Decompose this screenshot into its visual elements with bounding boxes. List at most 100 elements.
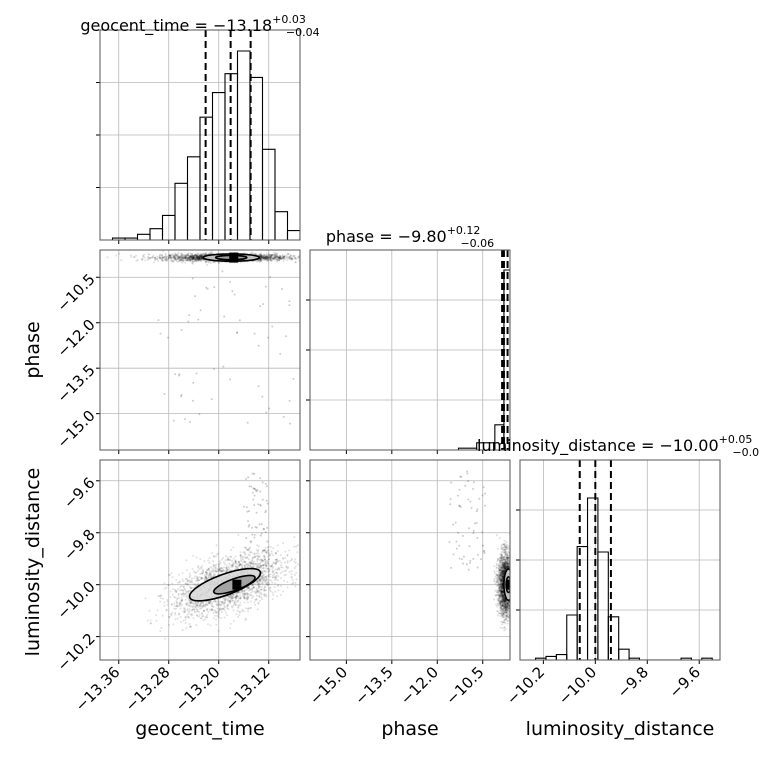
scatter-1-point xyxy=(181,601,183,603)
scatter-0-point xyxy=(120,259,122,261)
scatter-1-point xyxy=(252,564,254,566)
scatter-1-outlier xyxy=(263,528,265,530)
scatter-0-outlier xyxy=(285,335,287,337)
scatter-0-outlier xyxy=(189,421,191,423)
scatter-1-point xyxy=(275,575,277,577)
scatter-1-point xyxy=(290,573,292,575)
scatter-1-point xyxy=(277,579,279,581)
scatter-1-point xyxy=(261,582,263,584)
scatter-1-outlier xyxy=(256,555,258,557)
scatter-0-point xyxy=(210,262,212,264)
scatter-1-point xyxy=(212,568,214,570)
scatter-0-point xyxy=(185,257,187,259)
scatter-1-point xyxy=(208,562,210,564)
scatter-0-outlier xyxy=(221,270,223,272)
scatter-1-point xyxy=(182,572,184,574)
scatter-1-point xyxy=(164,638,166,640)
scatter-1-point xyxy=(238,611,240,613)
scatter-1-outlier xyxy=(252,473,254,475)
scatter-1-outlier xyxy=(256,527,258,529)
scatter-1-outlier xyxy=(247,520,249,522)
scatter-1-point xyxy=(181,597,183,599)
scatter-0-point xyxy=(293,256,295,258)
scatter-1-point xyxy=(280,566,282,568)
scatter-0-point xyxy=(297,257,299,259)
scatter-0-outlier xyxy=(292,378,294,380)
scatter-1-point xyxy=(226,570,228,572)
scatter-1-point xyxy=(204,604,206,606)
scatter-1-point xyxy=(176,589,178,591)
scatter-0-outlier xyxy=(261,396,263,398)
scatter-0-outlier xyxy=(289,400,291,402)
scatter-1-point xyxy=(189,623,191,625)
scatter-1-point xyxy=(150,623,152,625)
scatter-1-point xyxy=(195,605,197,607)
scatter-1-point xyxy=(256,552,258,554)
scatter-1-outlier xyxy=(263,549,265,551)
scatter-1-point xyxy=(257,584,259,586)
scatter-0-point xyxy=(285,257,287,259)
scatter-1-point xyxy=(206,572,208,574)
scatter-1-point xyxy=(251,560,253,562)
scatter-1-point xyxy=(196,608,198,610)
scatter-1-point xyxy=(280,585,282,587)
scatter-0-outlier xyxy=(196,373,198,375)
scatter-2-point xyxy=(511,568,513,570)
scatter-1-point xyxy=(173,596,175,598)
scatter-1-point xyxy=(198,576,200,578)
scatter-1-point xyxy=(185,559,187,561)
scatter-0-point xyxy=(306,254,308,256)
scatter-1-outlier xyxy=(262,481,264,483)
scatter-1-point xyxy=(295,546,297,548)
scatter-1-point xyxy=(235,566,237,568)
scatter-0-point xyxy=(271,259,273,261)
scatter-0-peak xyxy=(229,253,238,263)
scatter-1-point xyxy=(248,595,250,597)
scatter-1-point xyxy=(180,593,182,595)
scatter-1-outlier xyxy=(243,506,245,508)
scatter-1-point xyxy=(201,565,203,567)
scatter-1-point xyxy=(244,597,246,599)
scatter-1-point xyxy=(239,594,241,596)
scatter-1-point xyxy=(188,579,190,581)
scatter-1-point xyxy=(180,621,182,623)
scatter-1-point xyxy=(177,617,179,619)
scatter-1-point xyxy=(198,606,200,608)
scatter-1-point xyxy=(218,611,220,613)
scatter-1-point xyxy=(196,611,198,613)
scatter-1-point xyxy=(238,560,240,562)
scatter-0-outlier xyxy=(213,286,215,288)
scatter-1-outlier xyxy=(245,478,247,480)
scatter-1-point xyxy=(265,547,267,549)
scatter-0-point xyxy=(173,255,175,257)
scatter-1-point xyxy=(272,598,274,600)
scatter-1-point xyxy=(247,554,249,556)
scatter-1-point xyxy=(198,616,200,618)
scatter-0-point xyxy=(283,260,285,262)
scatter-1-point xyxy=(294,585,296,587)
scatter-1-point xyxy=(280,554,282,556)
scatter-1-point xyxy=(284,570,286,572)
scatter-1-point xyxy=(271,552,273,554)
scatter-1-point xyxy=(212,560,214,562)
scatter-1-outlier xyxy=(254,488,256,490)
scatter-1-point xyxy=(259,559,261,561)
scatter-1-point xyxy=(287,567,289,569)
scatter-1-outlier xyxy=(254,556,256,558)
scatter-1-outlier xyxy=(260,535,262,537)
scatter-1-point xyxy=(248,562,250,564)
scatter-1-point xyxy=(191,613,193,615)
scatter-0-point xyxy=(143,254,145,256)
scatter-1-point xyxy=(272,571,274,573)
scatter-1-outlier xyxy=(265,531,267,533)
scatter-1-point xyxy=(248,549,250,551)
scatter-1-point xyxy=(212,564,214,566)
scatter-1-point xyxy=(258,595,260,597)
scatter-1-point xyxy=(183,586,185,588)
scatter-0-outlier xyxy=(192,400,194,402)
scatter-0-outlier xyxy=(198,413,200,415)
scatter-1-point xyxy=(233,620,235,622)
scatter-1-point xyxy=(253,553,255,555)
scatter-1-point xyxy=(267,567,269,569)
scatter-1-point xyxy=(208,601,210,603)
